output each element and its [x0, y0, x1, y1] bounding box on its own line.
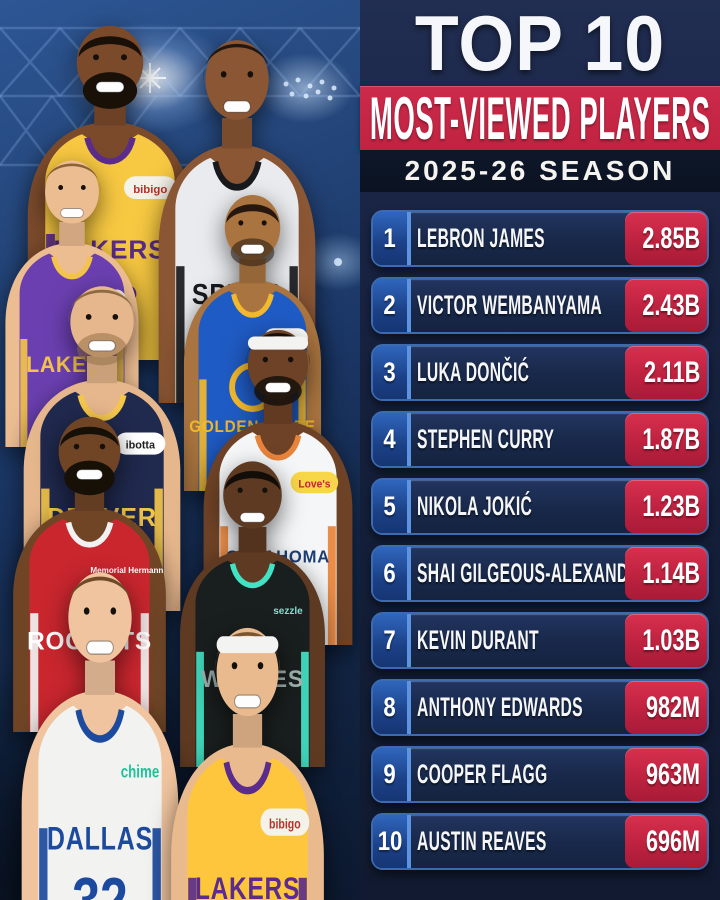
- rank-number: 9: [383, 759, 397, 789]
- rank-number: 5: [383, 491, 397, 521]
- rank-row-2: 2 VICTOR WEMBANYAMA 2.43B: [371, 277, 709, 334]
- svg-text:Memorial Hermann: Memorial Hermann: [90, 566, 163, 575]
- views-value-chip: 2.43B: [625, 279, 707, 332]
- rank-row-8: 8 ANTHONY EDWARDS 982M: [371, 679, 709, 736]
- svg-text:LAKERS: LAKERS: [195, 871, 300, 900]
- views-value-chip: 1.14B: [625, 547, 707, 600]
- views-value: 1.14B: [642, 556, 700, 590]
- rank-number-badge: 10: [373, 815, 411, 868]
- player-figure-austin-reaves: bibigo LAKERS 15: [150, 609, 345, 900]
- svg-text:ibotta: ibotta: [126, 440, 156, 452]
- views-value-chip: 2.85B: [625, 212, 707, 265]
- subtitle-text: MOST-VIEWED PLAYERS: [369, 84, 711, 152]
- views-value: 2.11B: [643, 355, 700, 389]
- player-name: COOPER FLAGG: [417, 759, 548, 789]
- rank-row-5: 5 NIKOLA JOKIĆ 1.23B: [371, 478, 709, 535]
- player-name: VICTOR WEMBANYAMA: [417, 290, 603, 320]
- player-name: STEPHEN CURRY: [417, 424, 555, 454]
- rank-number: 8: [383, 692, 397, 722]
- rank-number-badge: 5: [373, 480, 411, 533]
- rank-row-1: 1 LEBRON JAMES 2.85B: [371, 210, 709, 267]
- rank-row-6: 6 SHAI GILGEOUS-ALEXANDER 1.14B: [371, 545, 709, 602]
- season-text: 2025-26 SEASON: [404, 155, 676, 186]
- rank-number-badge: 6: [373, 547, 411, 600]
- rank-number: 1: [383, 223, 397, 253]
- views-value-chip: 1.23B: [625, 480, 707, 533]
- views-value-chip: 2.11B: [625, 346, 707, 399]
- title-wrap: TOP 10: [360, 0, 720, 87]
- svg-text:32: 32: [72, 866, 128, 900]
- player-name: SHAI GILGEOUS-ALEXANDER: [417, 558, 651, 588]
- rank-number-badge: 3: [373, 346, 411, 399]
- svg-text:sezzle: sezzle: [273, 606, 303, 617]
- rank-row-9: 9 COOPER FLAGG 963M: [371, 746, 709, 803]
- rank-number: 10: [377, 826, 403, 856]
- rank-number: 6: [383, 558, 397, 588]
- rank-row-4: 4 STEPHEN CURRY 1.87B: [371, 411, 709, 468]
- views-value: 696M: [645, 824, 700, 858]
- views-value: 1.03B: [642, 623, 700, 657]
- rank-row-7: 7 KEVIN DURANT 1.03B: [371, 612, 709, 669]
- ranking-panel: TOP 10 MOST-VIEWED PLAYERS 2025-26 SEASO…: [360, 0, 720, 900]
- views-value-chip: 1.87B: [625, 413, 707, 466]
- rank-number-badge: 2: [373, 279, 411, 332]
- player-name: AUSTIN REAVES: [417, 826, 547, 856]
- rank-number-badge: 9: [373, 748, 411, 801]
- player-name: LEBRON JAMES: [417, 223, 545, 253]
- rank-number: 7: [383, 625, 397, 655]
- views-value: 1.87B: [642, 422, 700, 456]
- rank-row-10: 10 AUSTIN REAVES 696M: [371, 813, 709, 870]
- subtitle-banner: MOST-VIEWED PLAYERS: [360, 84, 720, 152]
- svg-text:bibigo: bibigo: [133, 184, 167, 196]
- page-title: TOP 10: [414, 0, 666, 87]
- views-value: 2.85B: [642, 221, 700, 255]
- rank-number-badge: 1: [373, 212, 411, 265]
- rank-number-badge: 8: [373, 681, 411, 734]
- player-name: KEVIN DURANT: [417, 625, 539, 655]
- player-figure-cooper-flagg: chime DALLAS 32: [0, 553, 200, 900]
- rank-row-3: 3 LUKA DONČIĆ 2.11B: [371, 344, 709, 401]
- player-name: LUKA DONČIĆ: [417, 357, 530, 387]
- views-value-chip: 696M: [625, 815, 707, 868]
- views-value: 1.23B: [642, 489, 700, 523]
- views-value-chip: 963M: [625, 748, 707, 801]
- arena-light-dots: [283, 77, 342, 266]
- collage-panel: bibigo LAKERS 23 SPURS: [0, 0, 360, 900]
- rank-number-badge: 4: [373, 413, 411, 466]
- season-band: 2025-26 SEASON: [360, 150, 720, 192]
- svg-text:Love's: Love's: [298, 478, 330, 490]
- player-name: NIKOLA JOKIĆ: [417, 491, 533, 521]
- rank-number: 3: [383, 357, 397, 387]
- svg-text:bibigo: bibigo: [269, 816, 301, 832]
- svg-text:DALLAS: DALLAS: [47, 822, 153, 858]
- spotlight-starburst: [134, 63, 166, 93]
- svg-text:chime: chime: [121, 763, 160, 782]
- views-value: 982M: [645, 690, 700, 724]
- player-name: ANTHONY EDWARDS: [417, 692, 583, 722]
- views-value: 2.43B: [642, 288, 700, 322]
- views-value-chip: 1.03B: [625, 614, 707, 667]
- views-value: 963M: [645, 757, 700, 791]
- ranking-list: 1 LEBRON JAMES 2.85B 2 VICTOR WEMBANYAMA…: [371, 210, 709, 880]
- arena-truss-lights-graphic: [0, 26, 360, 266]
- rank-number: 2: [383, 290, 397, 320]
- rank-number: 4: [383, 424, 397, 454]
- views-value-chip: 982M: [625, 681, 707, 734]
- rank-number-badge: 7: [373, 614, 411, 667]
